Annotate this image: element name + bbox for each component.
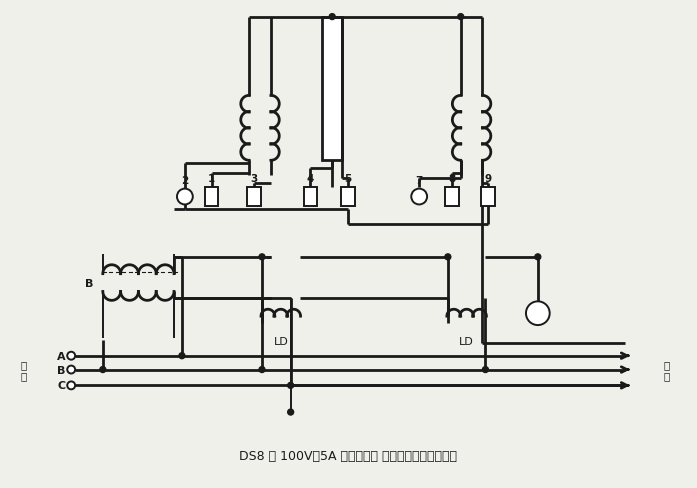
Circle shape	[288, 409, 293, 415]
Circle shape	[67, 366, 75, 374]
Circle shape	[67, 352, 75, 360]
Circle shape	[67, 382, 75, 389]
Circle shape	[526, 302, 550, 325]
Circle shape	[458, 15, 464, 20]
Text: 2: 2	[181, 175, 188, 185]
Circle shape	[100, 367, 106, 373]
Text: 4: 4	[307, 173, 314, 183]
Bar	[322, 18, 342, 161]
Circle shape	[411, 189, 427, 205]
Text: DS8 型 100V、5A 万用互感式 三相三线制电度表接线: DS8 型 100V、5A 万用互感式 三相三线制电度表接线	[239, 449, 457, 462]
Bar	[205, 187, 218, 207]
Text: LD: LD	[273, 336, 288, 346]
Text: 1: 1	[208, 173, 215, 183]
Text: B: B	[84, 278, 93, 288]
Circle shape	[179, 353, 185, 359]
Text: 用
户: 用 户	[664, 359, 670, 381]
Text: LD: LD	[459, 336, 474, 346]
Circle shape	[445, 254, 451, 260]
Bar	[341, 187, 355, 207]
Circle shape	[259, 367, 265, 373]
Circle shape	[288, 383, 293, 388]
Text: 5: 5	[344, 173, 351, 183]
Bar	[247, 187, 261, 207]
Text: B: B	[57, 365, 66, 375]
Text: 电
源: 电 源	[21, 359, 27, 381]
Text: 9: 9	[485, 173, 492, 183]
Text: 7: 7	[415, 175, 423, 185]
Bar	[482, 187, 496, 207]
Text: C: C	[57, 381, 66, 390]
Circle shape	[329, 15, 335, 20]
Circle shape	[482, 367, 489, 373]
Circle shape	[177, 189, 193, 205]
Circle shape	[535, 254, 541, 260]
Bar	[303, 187, 317, 207]
Text: 3: 3	[250, 173, 258, 183]
Circle shape	[259, 254, 265, 260]
Bar	[445, 187, 459, 207]
Text: 8: 8	[448, 173, 455, 183]
Text: A: A	[56, 351, 66, 361]
